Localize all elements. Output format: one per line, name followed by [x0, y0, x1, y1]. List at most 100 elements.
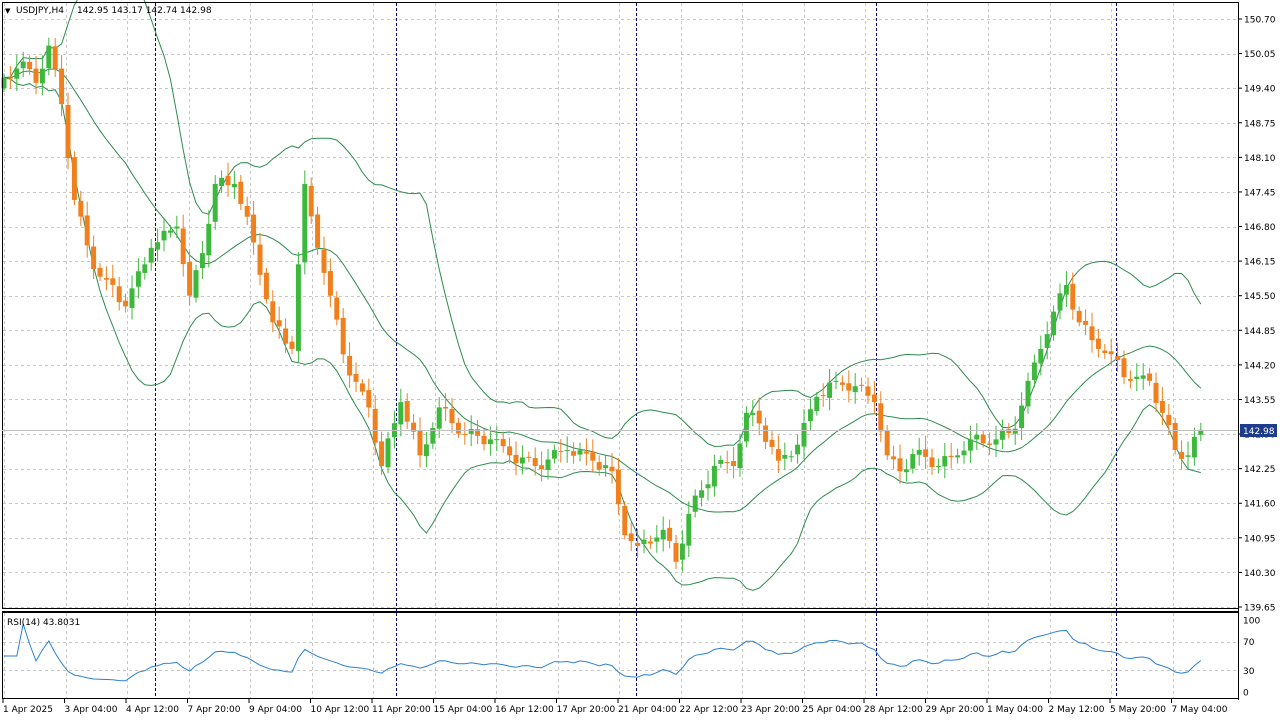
candle-bullish — [782, 454, 788, 459]
candle-bearish — [846, 383, 852, 391]
candle-bearish — [244, 206, 250, 217]
candle-bullish — [903, 469, 909, 473]
current-price-label: 142.98 — [1243, 427, 1275, 437]
candle-bullish — [551, 450, 557, 459]
candle-bearish — [923, 449, 929, 457]
candle-bearish — [97, 267, 103, 277]
candle-bearish — [71, 157, 77, 200]
candle-bearish — [123, 300, 129, 307]
rsi-tick-label: 100 — [1243, 617, 1260, 627]
candle-bearish — [583, 451, 589, 454]
candle-bullish — [743, 412, 749, 442]
time-tick-label: 2 May 12:00 — [1049, 705, 1105, 715]
candle-bearish — [878, 403, 884, 432]
time-tick-label: 23 Apr 20:00 — [741, 705, 800, 715]
candle-bullish — [142, 264, 148, 273]
candle-bearish — [180, 228, 186, 265]
candle-bearish — [475, 429, 481, 436]
candle-bullish — [1044, 334, 1050, 348]
candle-bullish — [1031, 362, 1037, 380]
candle-bullish — [193, 270, 199, 298]
rsi-axis: 100 70 30 0 — [1243, 617, 1260, 699]
candle-bullish — [1185, 455, 1191, 457]
chart-header: ▼ USDJPY,H4 142.95 143.17 142.74 142.98 — [5, 6, 212, 16]
candle-bullish — [1025, 380, 1031, 407]
candle-bullish — [436, 407, 442, 429]
time-tick-label: 7 May 04:00 — [1172, 705, 1228, 715]
time-tick-label: 7 Apr 20:00 — [188, 705, 241, 715]
candle-bullish — [46, 45, 52, 69]
price-tick-label: 143.55 — [1244, 396, 1276, 406]
candle-bullish — [174, 226, 180, 229]
candle-bullish — [1012, 428, 1018, 434]
candle-bearish — [763, 425, 769, 442]
candle-bearish — [353, 373, 359, 382]
candle-bullish — [999, 429, 1005, 440]
candle-bearish — [372, 408, 378, 443]
candle-bearish — [1147, 373, 1153, 381]
candle-bearish — [116, 286, 122, 303]
candle-bearish — [1108, 351, 1114, 355]
candle-bullish — [955, 455, 961, 458]
candle-bullish — [39, 68, 45, 84]
candle-bullish — [641, 539, 647, 544]
candle-bullish — [219, 177, 225, 187]
candle-bearish — [1121, 358, 1127, 378]
candle-bearish — [417, 430, 423, 456]
price-tick-label: 145.50 — [1244, 292, 1276, 302]
dropdown-triangle-icon[interactable]: ▼ — [5, 7, 11, 15]
candle-bearish — [756, 410, 762, 424]
time-tick-label: 1 Apr 2025 — [3, 705, 53, 715]
candle-bullish — [423, 444, 429, 457]
candle-bearish — [1083, 320, 1089, 325]
candle-bullish — [660, 529, 666, 540]
price-axis: 150.70 150.05 149.40 148.75 148.10 147.45 146.… — [1238, 16, 1276, 614]
candle-bearish — [948, 455, 954, 458]
candle-bullish — [750, 412, 756, 415]
price-tick-label: 144.85 — [1244, 327, 1276, 337]
candle-bullish — [967, 439, 973, 451]
time-tick-label: 5 May 20:00 — [1110, 705, 1166, 715]
candle-bearish — [283, 328, 289, 344]
time-tick-label: 16 Apr 12:00 — [495, 705, 554, 715]
candle-bearish — [647, 541, 653, 544]
candle-bullish — [577, 450, 583, 455]
candlesticks — [1, 37, 1204, 572]
candle-bearish — [91, 246, 97, 270]
candle-bearish — [1095, 338, 1101, 349]
candle-bearish — [884, 430, 890, 456]
candle-bullish — [679, 543, 685, 560]
candle-bullish — [737, 443, 743, 469]
candle-bullish — [795, 444, 801, 455]
candle-bearish — [1179, 452, 1185, 459]
candle-bearish — [334, 297, 340, 320]
candle-bearish — [225, 175, 231, 186]
candle-bullish — [519, 457, 525, 464]
candle-bullish — [545, 459, 551, 470]
candle-bearish — [622, 505, 628, 536]
candle-bullish — [699, 490, 705, 498]
rsi-series-line — [4, 622, 1202, 682]
candle-bearish — [347, 355, 353, 376]
candle-bullish — [1, 77, 7, 89]
candle-bullish — [295, 264, 301, 351]
day-separators — [155, 3, 1117, 698]
candle-bearish — [462, 433, 468, 435]
time-tick-label: 21 Apr 04:00 — [618, 705, 677, 715]
candle-bullish — [603, 465, 609, 469]
candle-bullish — [814, 396, 820, 412]
candle-bearish — [78, 200, 84, 217]
candle-bullish — [654, 537, 660, 542]
price-tick-label: 149.40 — [1244, 85, 1276, 95]
candle-bullish — [231, 183, 237, 188]
ohlc-readout: 142.95 143.17 142.74 142.98 — [77, 6, 212, 16]
candle-bearish — [769, 439, 775, 447]
candle-bearish — [321, 249, 327, 273]
time-tick-label: 1 May 04:00 — [987, 705, 1043, 715]
candle-bearish — [481, 435, 487, 445]
candle-bearish — [276, 320, 282, 327]
bb-lower-band — [3, 77, 1201, 591]
candle-bearish — [251, 214, 257, 243]
candle-bearish — [449, 409, 455, 424]
